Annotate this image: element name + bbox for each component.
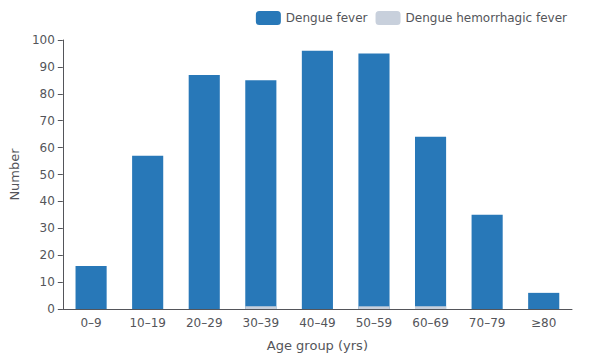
svg-text:0–9: 0–9	[80, 316, 101, 330]
svg-text:70–79: 70–79	[469, 316, 506, 330]
svg-text:90: 90	[40, 60, 55, 74]
svg-text:Age group (yrs): Age group (yrs)	[267, 338, 368, 353]
svg-text:50: 50	[40, 168, 55, 182]
svg-text:50–59: 50–59	[356, 316, 393, 330]
svg-text:20–29: 20–29	[186, 316, 223, 330]
svg-text:80: 80	[40, 87, 55, 101]
svg-text:10–19: 10–19	[129, 316, 166, 330]
svg-text:Dengue hemorrhagic fever: Dengue hemorrhagic fever	[406, 11, 568, 25]
svg-text:10: 10	[40, 275, 55, 289]
svg-text:30–39: 30–39	[243, 316, 280, 330]
svg-text:40–49: 40–49	[299, 316, 336, 330]
svg-text:70: 70	[40, 114, 55, 128]
svg-text:Number: Number	[7, 148, 22, 201]
svg-text:30: 30	[40, 221, 55, 235]
svg-text:100: 100	[32, 33, 55, 47]
svg-text:60: 60	[40, 141, 55, 155]
svg-text:20: 20	[40, 248, 55, 262]
svg-text:0: 0	[47, 302, 55, 316]
svg-text:Dengue fever: Dengue fever	[286, 11, 368, 25]
svg-text:60–69: 60–69	[412, 316, 449, 330]
svg-text:≥80: ≥80	[531, 316, 556, 330]
svg-text:40: 40	[40, 194, 55, 208]
